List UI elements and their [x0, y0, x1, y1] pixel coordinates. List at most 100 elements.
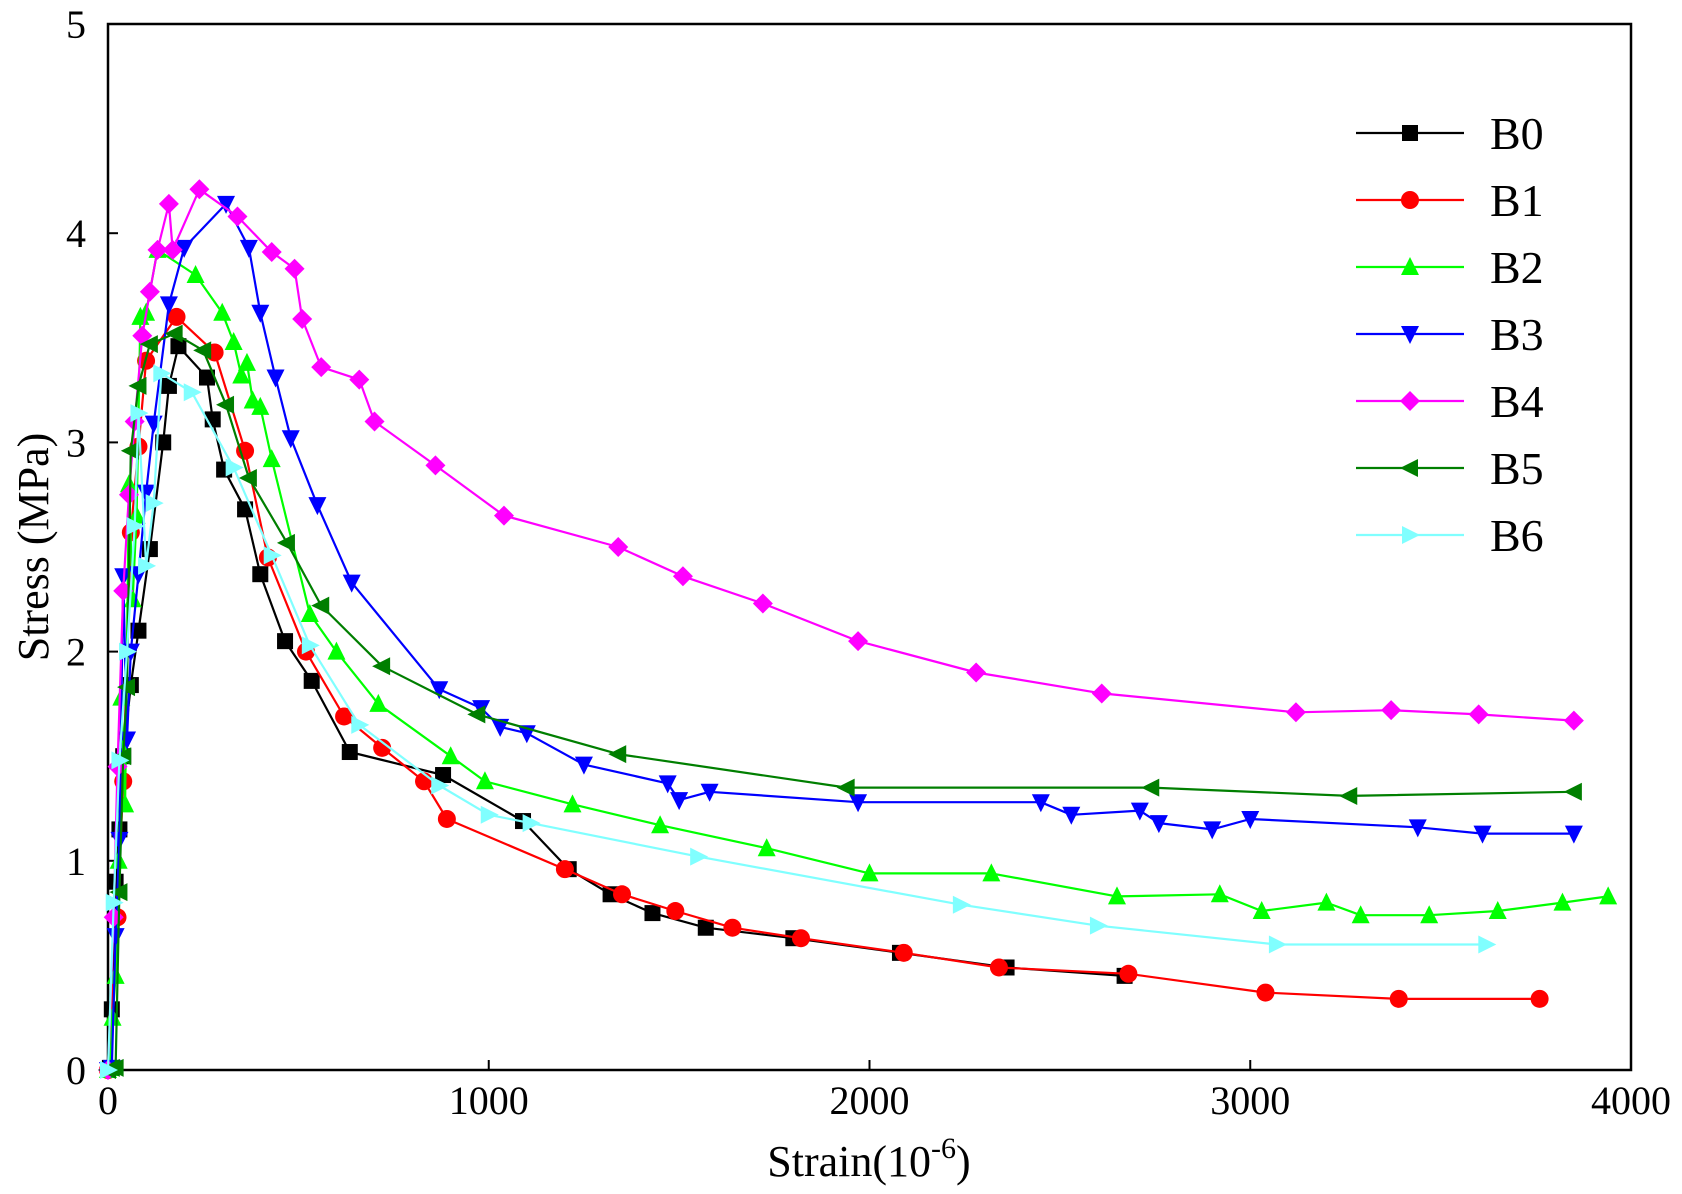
data-point-B2	[982, 863, 1001, 882]
legend-label: B2	[1490, 242, 1544, 293]
legend-item-B6: B6	[1356, 510, 1544, 561]
data-point-B5	[238, 468, 257, 487]
data-point-B6	[351, 715, 370, 734]
x-axis-label-unit-exp: -6	[931, 1132, 956, 1165]
data-point-B4	[118, 484, 139, 505]
data-point-B5	[193, 341, 212, 360]
data-point-B5	[1563, 782, 1582, 801]
data-point-B4	[1091, 683, 1112, 704]
data-point-B4	[227, 206, 248, 227]
y-axis-label: Stress (MPa)	[9, 433, 58, 662]
legend-label: B6	[1490, 510, 1544, 561]
data-point-B2	[224, 331, 243, 350]
data-point-B2	[1488, 901, 1507, 920]
data-point-B6	[1089, 916, 1108, 935]
data-point-B3	[430, 681, 449, 700]
legend-label: B1	[1490, 175, 1544, 226]
data-point-B3	[670, 792, 689, 811]
data-point-B2	[1252, 901, 1271, 920]
data-point-B1	[437, 809, 456, 828]
legend: B0 B1 B2 B3 B4 B5 B6	[1356, 108, 1544, 561]
series-line-B6	[106, 372, 1487, 1071]
x-axis-label-unit-close: )	[956, 1137, 971, 1186]
data-point-B5	[1339, 786, 1358, 805]
data-point-B3	[159, 296, 178, 315]
data-point-B6	[301, 636, 320, 655]
data-point-B3	[1031, 794, 1050, 813]
series-B0	[100, 338, 1133, 1078]
data-point-B6	[153, 364, 172, 383]
legend-marker	[1402, 125, 1418, 141]
data-point-B2	[327, 641, 346, 660]
data-point-B1	[613, 885, 632, 904]
data-point-B1	[894, 943, 913, 962]
y-tick-label: 3	[66, 420, 86, 465]
data-point-B0	[130, 622, 147, 639]
legend-marker	[1401, 257, 1419, 275]
axes: 0 1000 2000 3000 4000 0 1 2 3 4 5	[66, 2, 1671, 1123]
data-point-B3	[491, 718, 510, 737]
data-point-B2	[1317, 892, 1336, 911]
data-point-B5	[128, 376, 147, 395]
data-point-B5	[836, 778, 855, 797]
data-point-B2	[475, 771, 494, 790]
data-point-B3	[700, 783, 719, 802]
data-point-B5	[105, 1058, 124, 1077]
data-point-B3	[266, 369, 285, 388]
data-point-B2	[213, 302, 232, 321]
data-point-B5	[311, 596, 330, 615]
series-line-B4	[106, 188, 1574, 1071]
series-B1	[99, 307, 1549, 1079]
y-tick-label: 4	[66, 211, 86, 256]
data-point-B1	[989, 958, 1008, 977]
series-B3	[99, 195, 1583, 1080]
x-tick-label: 3000	[1210, 1078, 1290, 1123]
data-point-B4	[349, 369, 370, 390]
legend-item-B5: B5	[1356, 443, 1544, 494]
data-point-B4	[493, 505, 514, 526]
data-point-B2	[1210, 884, 1229, 903]
data-point-B6	[111, 751, 130, 770]
legend-item-B1: B1	[1356, 175, 1544, 226]
series-line-B1	[106, 315, 1540, 1071]
data-point-B0	[341, 744, 358, 761]
data-point-B6	[119, 642, 138, 661]
series-line-B3	[107, 202, 1574, 1071]
data-point-B0	[644, 905, 661, 922]
data-point-B5	[164, 324, 183, 343]
data-point-B6	[145, 494, 164, 513]
data-point-B5	[276, 533, 295, 552]
data-point-B4	[292, 308, 313, 329]
data-point-B6	[130, 404, 149, 423]
data-point-B6	[690, 847, 709, 866]
data-point-B5	[608, 745, 627, 764]
data-point-B0	[252, 566, 269, 583]
legend-label: B5	[1490, 443, 1544, 494]
data-point-B1	[555, 860, 574, 879]
data-point-B0	[697, 919, 714, 936]
data-point-B0	[160, 377, 177, 394]
data-point-B2	[300, 603, 319, 622]
data-point-B2	[232, 365, 251, 384]
data-point-B3	[1241, 810, 1260, 829]
series-line-B0	[107, 345, 1125, 1071]
x-axis-label-unit-open: (	[872, 1137, 887, 1186]
data-point-B0	[277, 633, 294, 650]
data-point-B2	[563, 794, 582, 813]
data-point-B4	[848, 631, 869, 652]
data-point-B6	[952, 895, 971, 914]
data-point-B2	[651, 815, 670, 834]
data-point-B6	[100, 1061, 118, 1079]
data-point-B1	[236, 441, 255, 460]
data-point-B3	[1408, 819, 1427, 838]
series-B5	[98, 324, 1582, 1079]
data-point-B4	[311, 357, 332, 378]
legend-marker	[1402, 526, 1420, 544]
data-point-B3	[217, 195, 236, 214]
legend-marker	[1401, 191, 1419, 209]
data-point-B5	[467, 705, 486, 724]
data-point-B1	[791, 929, 810, 948]
data-point-B2	[441, 746, 460, 765]
x-tick-label: 4000	[1591, 1078, 1671, 1123]
